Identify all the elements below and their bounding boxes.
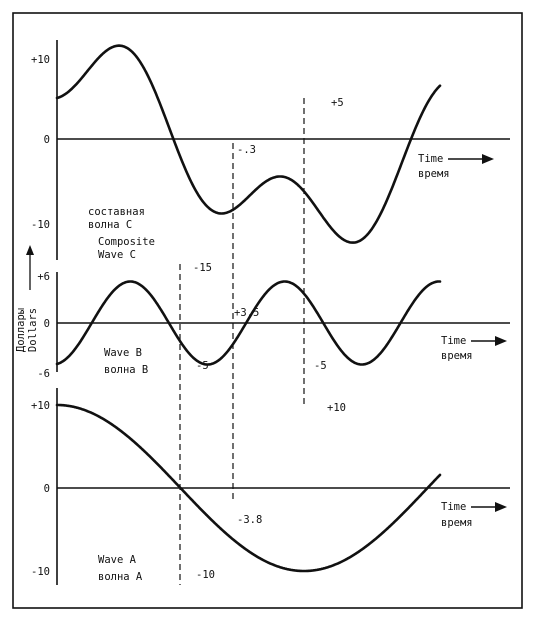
annotation-a-plus10: +10 (327, 402, 346, 414)
xlabel-top-arrow-head (482, 154, 494, 164)
series-label-c-ru1: составная (88, 206, 145, 218)
annotation-a-minus10: -10 (196, 569, 215, 581)
frame (12, 12, 523, 609)
tick-label-middle-plus6: +6 (37, 271, 50, 283)
xlabel-middle-arrow-head (495, 336, 507, 346)
series-label-a-ru: волна A (98, 571, 143, 583)
tick-label-top-minus10: -10 (31, 219, 50, 231)
tick-label-middle-0: 0 (44, 318, 50, 330)
series-label-c-en2: Wave C (98, 249, 136, 261)
xlabel-top-en: Time (418, 153, 443, 165)
annotation-b-plus3-5: +3.5 (234, 307, 259, 319)
tick-label-bottom-plus10: +10 (31, 400, 50, 412)
xlabel-bottom-ru: время (441, 517, 473, 529)
tick-label-middle-minus6: -6 (37, 368, 50, 380)
annotation-c-plus5: +5 (331, 97, 344, 109)
composite-wave-c-line (55, 44, 442, 244)
annotation-c-minus0-3: -.3 (237, 144, 256, 156)
series-label-b-ru: волна B (104, 364, 148, 376)
annotation-b-minus5-a: -5 (196, 360, 209, 372)
xlabel-middle-en: Time (441, 335, 466, 347)
series-label-c-ru2: волна С (88, 219, 132, 231)
annotation-c-minus15: -15 (193, 262, 212, 274)
annotation-a-minus3-8: -3.8 (237, 514, 262, 526)
series-label-b-en: Wave B (104, 347, 142, 359)
tick-label-top-plus10: +10 (31, 54, 50, 66)
tick-label-bottom-0: 0 (44, 483, 50, 495)
shared-ylabel: Доллары Dollars (15, 308, 39, 352)
wave-a-line (55, 403, 442, 573)
tick-label-bottom-minus10: -10 (31, 566, 50, 578)
xlabel-middle-ru: время (441, 350, 473, 362)
ylabel-arrow-head (26, 245, 34, 255)
xlabel-bottom-en: Time (441, 501, 466, 513)
ylabel-ru: Доллары (15, 308, 27, 352)
ylabel-en: Dollars (27, 308, 39, 352)
xlabel-top-ru: время (418, 168, 450, 180)
tick-label-top-0: 0 (44, 134, 50, 146)
wave-b-line (55, 280, 442, 366)
annotation-b-minus5-b: -5 (314, 360, 327, 372)
xlabel-bottom-arrow-head (495, 502, 507, 512)
series-label-a-en: Wave A (98, 554, 137, 566)
series-label-c-en1: Composite (98, 236, 155, 248)
